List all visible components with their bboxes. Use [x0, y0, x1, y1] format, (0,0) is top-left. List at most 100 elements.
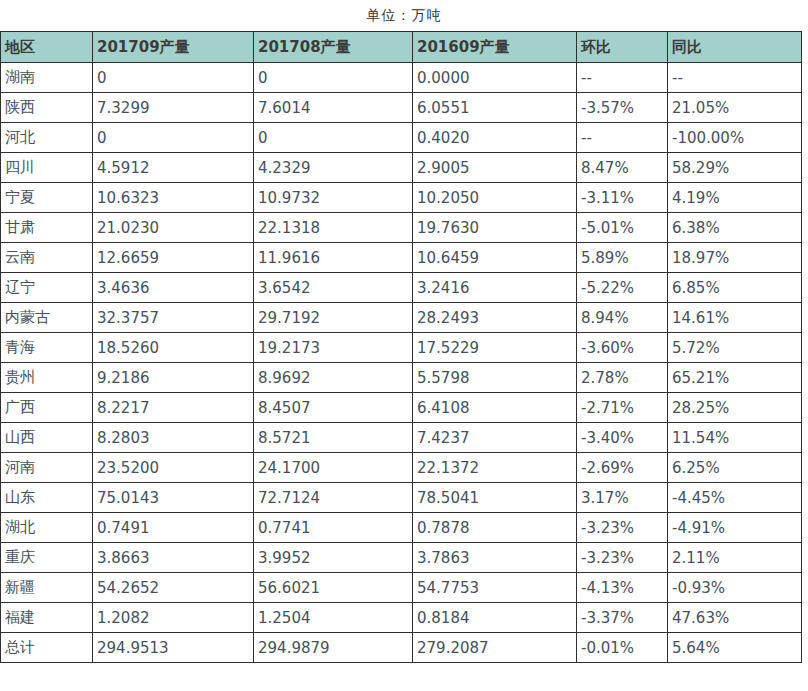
page: 单位：万吨 地区 201709产量 201708产量 201609产量 环比 同…: [0, 0, 808, 691]
output-201709-cell: 23.5200: [93, 453, 254, 483]
yoy-cell: 14.61%: [668, 303, 802, 333]
output-201708-cell: 24.1700: [254, 453, 413, 483]
output-201709-cell: 294.9513: [93, 633, 254, 663]
output-201709-cell: 4.5912: [93, 153, 254, 183]
mom-cell: -3.23%: [577, 513, 668, 543]
mom-cell: 3.17%: [577, 483, 668, 513]
output-201609-cell: 2.9005: [413, 153, 577, 183]
output-201709-cell: 8.2803: [93, 423, 254, 453]
header-region: 地区: [1, 32, 93, 63]
mom-cell: -3.23%: [577, 543, 668, 573]
yoy-cell: 4.19%: [668, 183, 802, 213]
mom-cell: -3.57%: [577, 93, 668, 123]
header-yoy-change: 同比: [668, 32, 802, 63]
output-201708-cell: 72.7124: [254, 483, 413, 513]
output-201708-cell: 3.9952: [254, 543, 413, 573]
output-201709-cell: 0: [93, 123, 254, 153]
output-201609-cell: 0.4020: [413, 123, 577, 153]
yoy-cell: -100.00%: [668, 123, 802, 153]
yoy-cell: 6.85%: [668, 273, 802, 303]
mom-cell: -5.22%: [577, 273, 668, 303]
mom-cell: 8.94%: [577, 303, 668, 333]
table-row: 山东75.014372.712478.50413.17%-4.45%: [1, 483, 802, 513]
output-201609-cell: 17.5229: [413, 333, 577, 363]
output-201609-cell: 19.7630: [413, 213, 577, 243]
output-201708-cell: 294.9879: [254, 633, 413, 663]
mom-cell: -3.37%: [577, 603, 668, 633]
output-201709-cell: 3.4636: [93, 273, 254, 303]
output-201708-cell: 56.6021: [254, 573, 413, 603]
yoy-cell: 5.64%: [668, 633, 802, 663]
output-201709-cell: 10.6323: [93, 183, 254, 213]
yoy-cell: 28.25%: [668, 393, 802, 423]
output-201609-cell: 78.5041: [413, 483, 577, 513]
yoy-cell: --: [668, 63, 802, 93]
table-row: 新疆54.265256.602154.7753-4.13%-0.93%: [1, 573, 802, 603]
mom-cell: --: [577, 123, 668, 153]
output-201708-cell: 29.7192: [254, 303, 413, 333]
output-201709-cell: 12.6659: [93, 243, 254, 273]
table-row: 湖北0.74910.77410.7878-3.23%-4.91%: [1, 513, 802, 543]
yoy-cell: 6.38%: [668, 213, 802, 243]
header-201609-output: 201609产量: [413, 32, 577, 63]
output-201709-cell: 75.0143: [93, 483, 254, 513]
output-201708-cell: 3.6542: [254, 273, 413, 303]
output-201709-cell: 9.2186: [93, 363, 254, 393]
output-201609-cell: 6.0551: [413, 93, 577, 123]
header-201708-output: 201708产量: [254, 32, 413, 63]
region-cell: 四川: [1, 153, 93, 183]
table-header: 地区 201709产量 201708产量 201609产量 环比 同比: [1, 32, 802, 63]
table-row: 河北000.4020---100.00%: [1, 123, 802, 153]
output-201708-cell: 0: [254, 123, 413, 153]
table-row: 河南23.520024.170022.1372-2.69%6.25%: [1, 453, 802, 483]
mom-cell: -3.11%: [577, 183, 668, 213]
yoy-cell: -4.91%: [668, 513, 802, 543]
table-row: 内蒙古32.375729.719228.24938.94%14.61%: [1, 303, 802, 333]
yoy-cell: 47.63%: [668, 603, 802, 633]
output-201709-cell: 3.8663: [93, 543, 254, 573]
output-201609-cell: 3.2416: [413, 273, 577, 303]
table-row: 贵州9.21868.96925.57982.78%65.21%: [1, 363, 802, 393]
region-cell: 山西: [1, 423, 93, 453]
region-cell: 重庆: [1, 543, 93, 573]
table-body: 湖南000.0000----陕西7.32997.60146.0551-3.57%…: [1, 63, 802, 663]
output-201709-cell: 54.2652: [93, 573, 254, 603]
yoy-cell: 58.29%: [668, 153, 802, 183]
output-201609-cell: 0.8184: [413, 603, 577, 633]
output-201609-cell: 54.7753: [413, 573, 577, 603]
output-201708-cell: 8.4507: [254, 393, 413, 423]
output-201709-cell: 21.0230: [93, 213, 254, 243]
region-cell: 陕西: [1, 93, 93, 123]
output-201709-cell: 0.7491: [93, 513, 254, 543]
region-cell: 新疆: [1, 573, 93, 603]
output-201609-cell: 0.7878: [413, 513, 577, 543]
region-cell: 贵州: [1, 363, 93, 393]
output-201708-cell: 22.1318: [254, 213, 413, 243]
output-201708-cell: 11.9616: [254, 243, 413, 273]
table-row: 山西8.28038.57217.4237-3.40%11.54%: [1, 423, 802, 453]
region-cell: 河南: [1, 453, 93, 483]
output-201609-cell: 3.7863: [413, 543, 577, 573]
mom-cell: -2.69%: [577, 453, 668, 483]
mom-cell: 8.47%: [577, 153, 668, 183]
output-201708-cell: 0: [254, 63, 413, 93]
yoy-cell: 65.21%: [668, 363, 802, 393]
yoy-cell: 2.11%: [668, 543, 802, 573]
table-row: 陕西7.32997.60146.0551-3.57%21.05%: [1, 93, 802, 123]
output-201609-cell: 10.6459: [413, 243, 577, 273]
output-201708-cell: 4.2329: [254, 153, 413, 183]
yoy-cell: 6.25%: [668, 453, 802, 483]
region-cell: 湖南: [1, 63, 93, 93]
region-cell: 云南: [1, 243, 93, 273]
output-201708-cell: 19.2173: [254, 333, 413, 363]
region-cell: 辽宁: [1, 273, 93, 303]
yoy-cell: 21.05%: [668, 93, 802, 123]
production-table: 地区 201709产量 201708产量 201609产量 环比 同比 湖南00…: [0, 31, 802, 663]
output-201709-cell: 0: [93, 63, 254, 93]
region-cell: 广西: [1, 393, 93, 423]
output-201609-cell: 0.0000: [413, 63, 577, 93]
region-cell: 山东: [1, 483, 93, 513]
yoy-cell: 5.72%: [668, 333, 802, 363]
output-201709-cell: 1.2082: [93, 603, 254, 633]
region-cell: 内蒙古: [1, 303, 93, 333]
